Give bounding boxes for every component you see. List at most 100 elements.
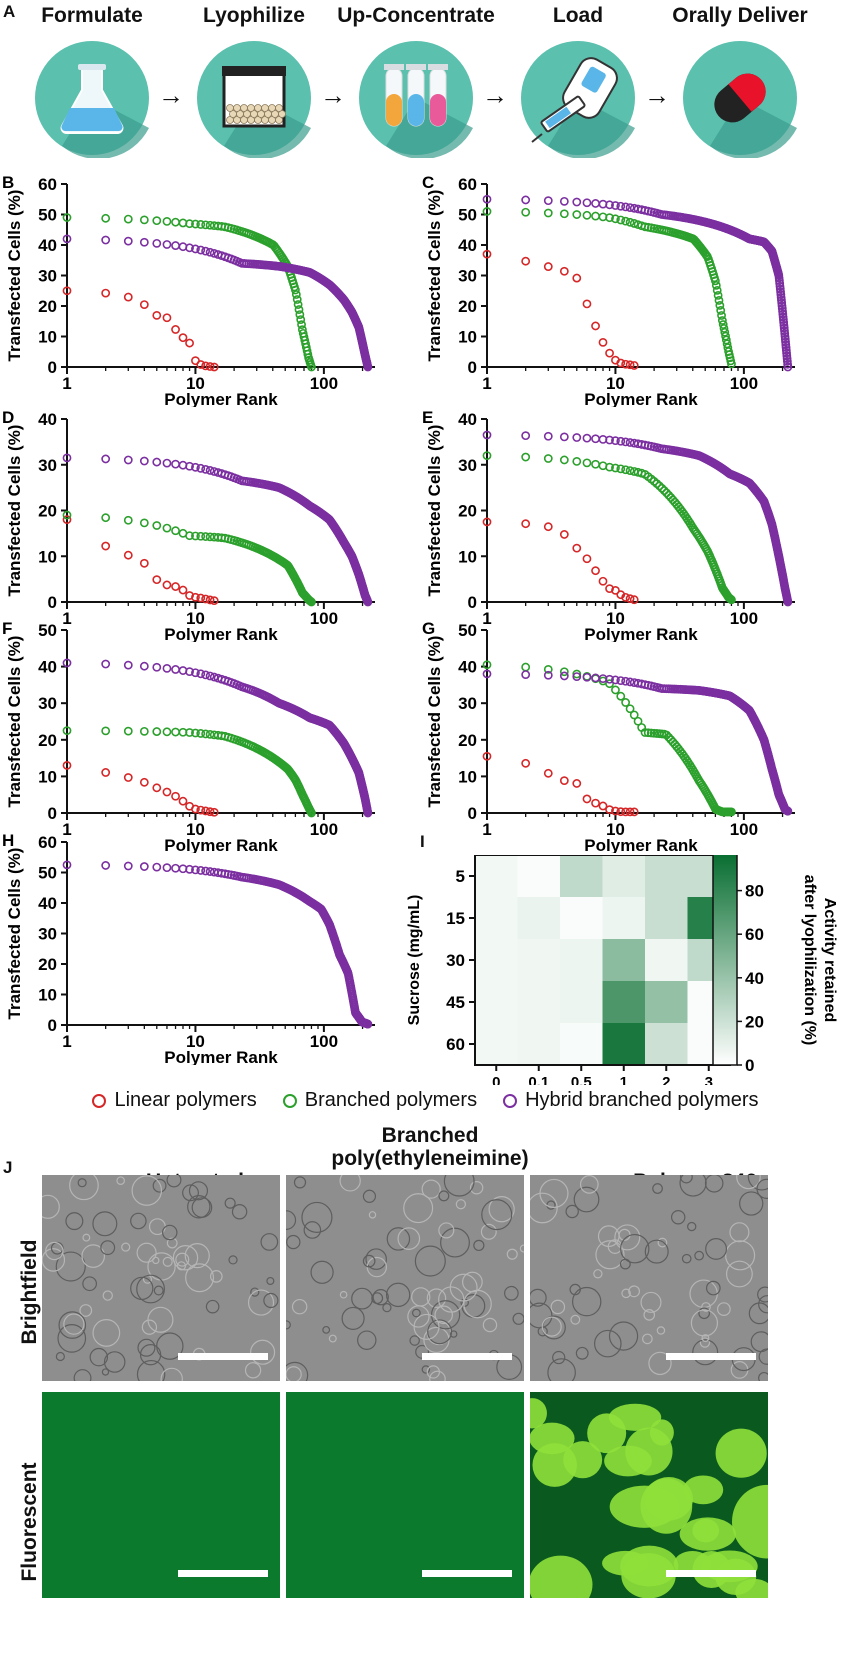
data-point [591,798,600,808]
scale-bar [178,1353,268,1360]
data-point [659,486,669,495]
heatmap-cell [517,855,561,898]
data-point [715,301,725,310]
scatter-chart-e: E 0 10 20 30 40 1 10 100 Polymer Rank Transfected … [422,408,795,642]
data-point [123,726,133,736]
data-point [363,597,373,607]
x-tick-label: 1 [62,820,71,839]
x-tick-label: 100 [730,609,758,628]
data-point [171,459,180,469]
panel-label-a: A [3,2,16,21]
y-tick-label: 20 [38,731,57,750]
data-point [62,860,72,870]
colorbar-label: Activity retainedafter lyophilization (%… [801,875,838,1046]
lyophilized-jar-icon [197,41,311,158]
x-tick-label: 100 [730,820,758,839]
data-point [591,566,600,576]
data-point [162,663,172,673]
y-tick-label: 40 [38,236,57,255]
heatmap-cell [517,939,561,982]
series-linear-polymers [62,286,219,372]
data-point [629,595,639,605]
data-point [621,465,631,475]
y-tick-label: 30 [38,694,57,713]
capsule-icon [683,41,797,158]
data-point [162,580,172,590]
data-point [196,245,206,255]
data-point [139,237,149,247]
data-point [616,436,626,446]
data-point [205,247,215,257]
data-point [521,670,531,679]
data-point [191,728,200,738]
row-title-fluorescent: Fluorescent [18,1462,41,1582]
data-point [591,199,600,208]
data-point [643,728,653,738]
y-tick-label: 30 [38,925,57,944]
data-point [559,530,569,539]
y-tick-label: 5 [456,867,465,886]
workflow-step-label: Lyophilize [203,4,305,27]
data-point [123,292,133,302]
y-tick-label: 20 [38,955,57,974]
brightfield-micrograph [286,1175,524,1381]
panel-label-e: E [422,408,433,427]
y-tick-label: 0 [48,804,57,823]
heatmap-cell [517,1023,561,1066]
data-point [543,665,553,674]
data-point [521,519,531,529]
y-tick-label: 0 [468,358,477,377]
series-branched-polymers [482,451,736,605]
data-point [205,220,215,230]
y-tick-label: 40 [38,894,57,913]
x-tick-label: 1 [482,820,491,839]
y-tick-label: 10 [38,328,57,347]
data-point [605,200,614,210]
data-point [521,452,531,462]
y-tick-label: 40 [458,410,477,429]
data-point [482,669,492,679]
y-axis-label: Transfected Cells (%) [5,425,24,597]
data-point [727,807,736,817]
data-point [62,453,72,463]
data-point [123,455,133,465]
data-point [543,768,553,778]
data-point [185,219,194,229]
x-tick-label: 10 [606,820,625,839]
data-point [162,458,172,468]
colorbar-label-line: Activity retained [821,898,838,1022]
y-tick-label: 10 [38,986,57,1005]
data-point [598,576,608,586]
data-point [201,866,211,876]
data-point [521,195,531,205]
data-point [293,300,303,309]
heatmap-cell [475,1023,518,1066]
data-point [611,201,620,210]
legend-marker-linear [92,1093,107,1108]
y-tick-label: 40 [38,410,57,429]
panel-label-d: D [2,408,14,427]
data-point [123,861,133,871]
y-tick-label: 50 [38,206,57,225]
data-point [294,305,304,314]
x-axis-label: Polymer Rank [584,625,698,642]
data-point [171,582,180,591]
y-tick-label: 60 [458,175,477,194]
data-point [123,515,133,525]
data-point [139,215,149,225]
data-point [162,727,172,737]
x-tick-label: 10 [606,374,625,393]
data-point [196,669,206,679]
data-point [625,704,635,714]
y-tick-label: 0 [468,593,477,612]
row-title-brightfield: Brightfield [18,1239,41,1345]
data-point [152,310,162,320]
data-point [209,672,219,682]
y-tick-label: 60 [446,1035,465,1054]
x-axis-label: Polymer Rank [164,390,278,407]
data-point [572,273,582,283]
series-linear-polymers [62,515,219,606]
data-point [559,776,569,786]
scale-bar [178,1570,268,1577]
data-point [611,214,620,224]
